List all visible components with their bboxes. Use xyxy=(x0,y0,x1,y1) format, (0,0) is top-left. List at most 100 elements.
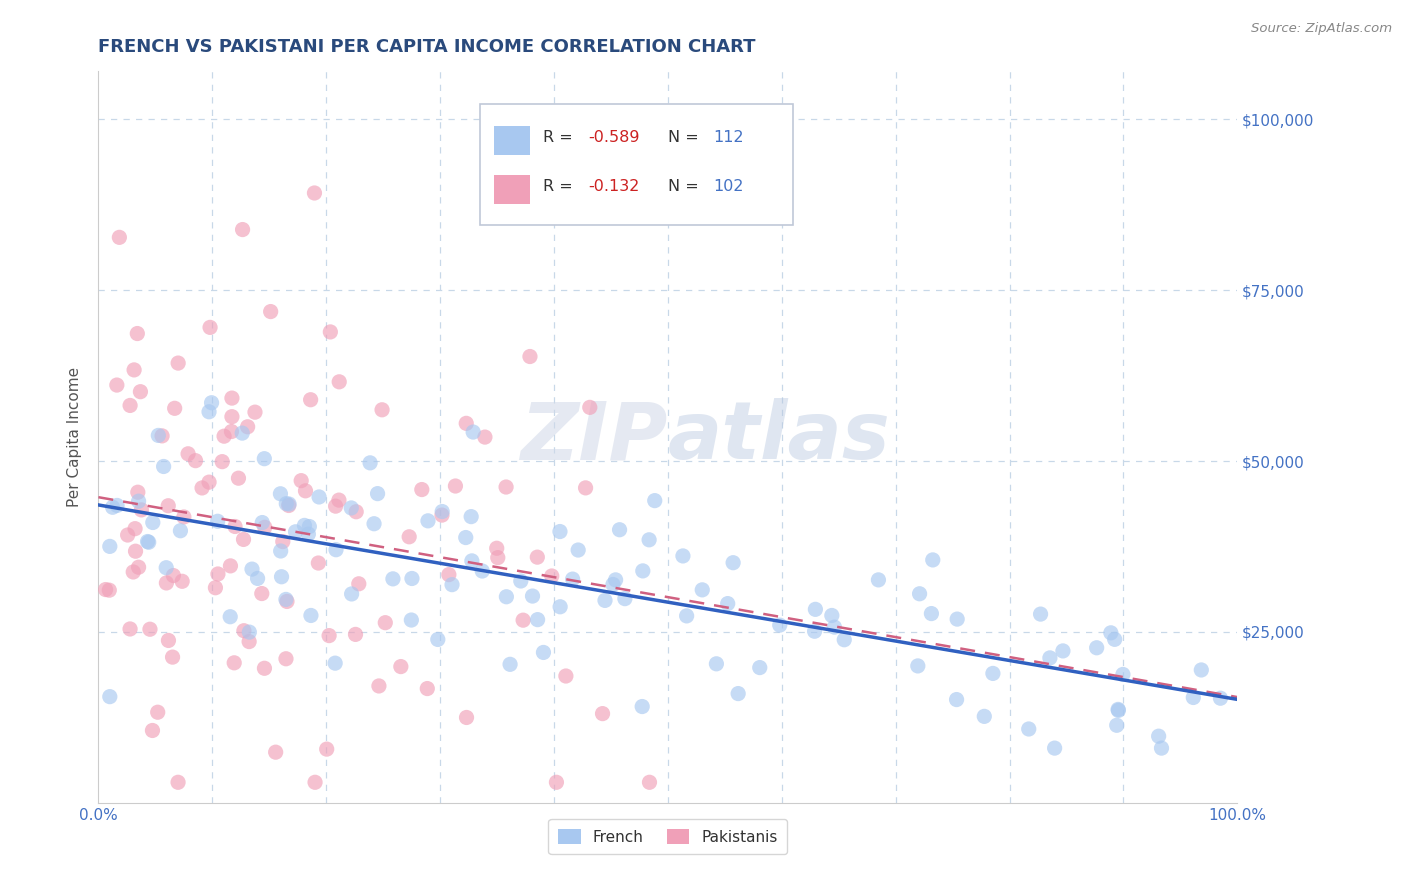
Point xyxy=(1039,651,1062,665)
Point xyxy=(411,483,433,497)
Point xyxy=(546,775,568,789)
Point xyxy=(441,577,464,591)
Point xyxy=(981,666,1004,681)
Point xyxy=(631,564,654,578)
Point xyxy=(236,419,259,434)
Point xyxy=(803,624,825,639)
Point xyxy=(138,535,160,549)
Point xyxy=(1209,691,1232,706)
Point xyxy=(276,497,298,511)
Point xyxy=(344,627,367,641)
Point xyxy=(299,392,322,407)
Point xyxy=(444,479,467,493)
Point xyxy=(471,564,494,578)
Point xyxy=(512,613,534,627)
Point xyxy=(945,692,967,706)
Point xyxy=(328,375,350,389)
Point xyxy=(347,576,370,591)
Point xyxy=(105,378,128,392)
Point xyxy=(157,499,180,513)
Point xyxy=(294,483,316,498)
Text: 112: 112 xyxy=(713,129,744,145)
Point xyxy=(207,566,229,581)
Point xyxy=(921,553,943,567)
Point xyxy=(367,486,389,500)
Point xyxy=(253,661,276,675)
Point xyxy=(533,645,555,659)
Point xyxy=(344,505,367,519)
Point xyxy=(139,622,162,636)
Point xyxy=(142,516,165,530)
Point xyxy=(474,430,496,444)
Point xyxy=(946,612,969,626)
Point xyxy=(522,589,544,603)
Point xyxy=(232,533,254,547)
Point xyxy=(108,230,131,244)
Point xyxy=(495,480,517,494)
Point xyxy=(299,608,322,623)
Point xyxy=(672,549,695,563)
Point xyxy=(340,587,363,601)
Point xyxy=(644,493,666,508)
Point xyxy=(128,494,150,508)
Point xyxy=(94,582,117,597)
Point xyxy=(274,592,297,607)
Point xyxy=(177,447,200,461)
Point xyxy=(567,543,589,558)
Point xyxy=(1029,607,1052,621)
Point xyxy=(499,657,522,672)
Point xyxy=(1107,702,1129,716)
Point xyxy=(243,405,266,419)
Point xyxy=(613,591,636,606)
Point xyxy=(485,541,508,556)
Point xyxy=(238,625,260,640)
Point xyxy=(371,402,394,417)
Point xyxy=(276,594,298,608)
Point xyxy=(638,533,661,547)
Point xyxy=(150,429,173,443)
Point xyxy=(323,656,346,670)
Point xyxy=(211,455,233,469)
Point xyxy=(191,481,214,495)
Point xyxy=(363,516,385,531)
Point xyxy=(232,222,254,236)
Point xyxy=(526,613,548,627)
Text: R =: R = xyxy=(543,178,578,194)
Point xyxy=(821,608,844,623)
Point xyxy=(278,497,301,511)
FancyBboxPatch shape xyxy=(494,175,530,204)
Text: Source: ZipAtlas.com: Source: ZipAtlas.com xyxy=(1251,22,1392,36)
Point xyxy=(297,527,319,541)
Point xyxy=(224,656,246,670)
Point xyxy=(578,401,600,415)
Point xyxy=(240,562,263,576)
Point xyxy=(98,540,121,554)
Point xyxy=(401,572,423,586)
Point xyxy=(122,565,145,579)
Point xyxy=(146,705,169,719)
Point xyxy=(1147,729,1170,743)
Point xyxy=(252,516,274,530)
Point xyxy=(274,652,297,666)
Point xyxy=(315,742,337,756)
Text: -0.589: -0.589 xyxy=(588,129,640,145)
Point xyxy=(221,409,243,424)
Point xyxy=(727,687,749,701)
Point xyxy=(973,709,995,723)
Point xyxy=(561,572,583,586)
Text: N =: N = xyxy=(668,178,704,194)
Point xyxy=(804,602,827,616)
Point xyxy=(231,426,253,441)
Point xyxy=(374,615,396,630)
Point xyxy=(1052,644,1074,658)
Point xyxy=(769,618,792,632)
Point xyxy=(131,503,153,517)
Point xyxy=(155,576,177,591)
Point xyxy=(162,650,184,665)
Point xyxy=(246,571,269,585)
Point xyxy=(238,634,260,648)
Point xyxy=(162,568,184,582)
Point xyxy=(219,558,242,573)
Point xyxy=(675,608,697,623)
Point xyxy=(304,775,326,789)
